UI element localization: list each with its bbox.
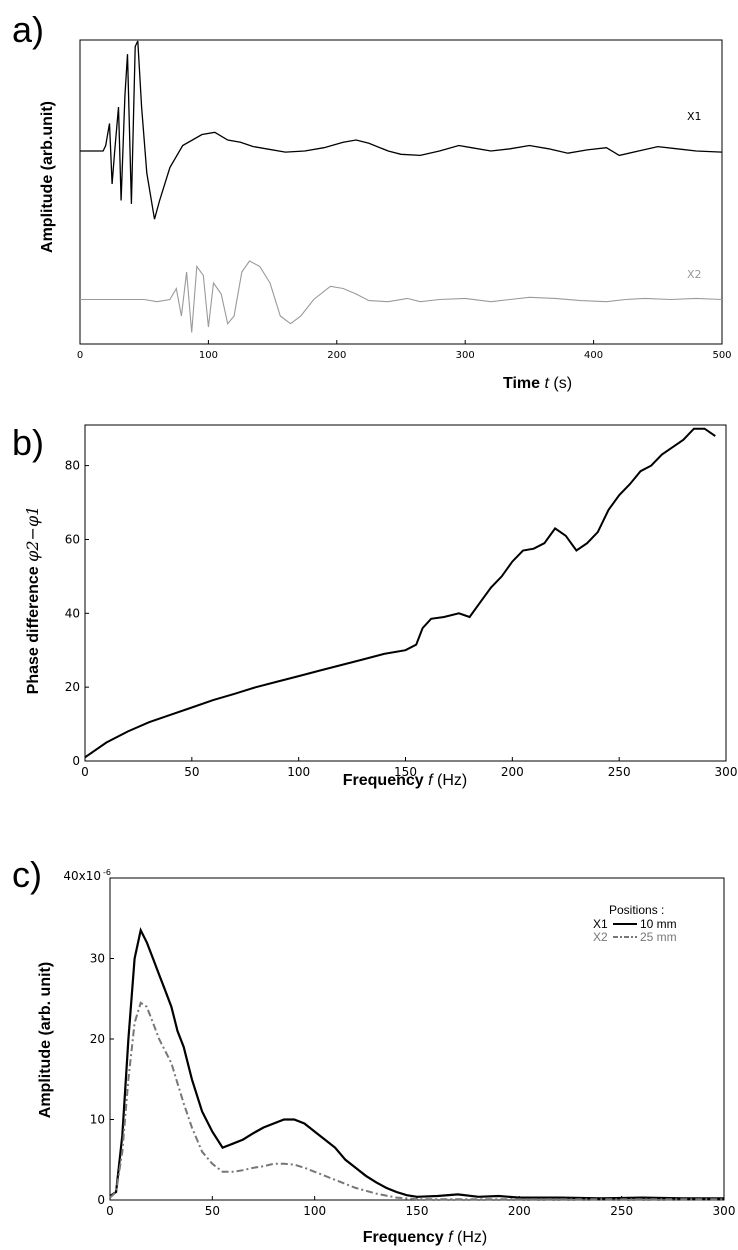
chart-c-spectrum: 0 50 100 150 200 250 300 0 10 20 30 40x10 -6 Frequenc…: [37, 868, 735, 1246]
x-axis-label-word: Frequency: [343, 772, 424, 789]
y-tick-label-value: 40x10: [63, 869, 101, 883]
panel-label-a: a): [12, 9, 44, 50]
y-tick-label-b: 40: [65, 606, 80, 620]
y-axis-label-b: Phase difference φ2−φ1: [23, 506, 42, 695]
x-tick-label-c: 300: [713, 1204, 736, 1218]
x-tick-label-c: 100: [303, 1204, 326, 1218]
y-tick-label-value: 30: [90, 952, 105, 966]
y-tick-label-value: 10: [90, 1113, 105, 1127]
y-tick-exponent: -6: [103, 868, 111, 877]
series-line-x1: [80, 40, 723, 220]
x-axis-label-unit: (s): [553, 375, 572, 392]
legend-label-x1: 10 mm: [640, 917, 677, 931]
legend-name-x1: X1: [593, 917, 608, 931]
y-tick-label-value: 0: [97, 1193, 105, 1207]
x-tick-label-a: 100: [199, 350, 218, 361]
series-line-x1: [109, 927, 724, 1200]
y-tick-label-c: 30: [90, 952, 105, 966]
y-axis-label-a: Amplitude (arb.unit): [39, 101, 56, 253]
x-axis-label-unit: (Hz): [457, 1229, 487, 1246]
x-axis-label-word: Time: [503, 375, 540, 392]
x-axis-label-a: Time t (s): [503, 375, 572, 392]
x-axis-label-word: Frequency: [363, 1229, 444, 1246]
chart-a-time-signals: 0 100 200 300 400 500 Time t (s) Amplitude (arb…: [39, 39, 732, 392]
series-line-phase: [84, 427, 716, 759]
x-tick-label-b: 0: [81, 765, 89, 779]
x-tick-label-c: 200: [508, 1204, 531, 1218]
x-tick-label-b: 100: [287, 765, 310, 779]
series-label-x1: X1: [687, 110, 702, 123]
x-tick-label-a: 400: [584, 350, 603, 361]
y-tick-label-b: 20: [65, 680, 80, 694]
plot-frame-a: [79, 39, 723, 345]
x-tick-label-a: 300: [456, 350, 475, 361]
x-tick-label-b: 50: [184, 765, 199, 779]
legend-label-x2: 25 mm: [640, 930, 677, 944]
x-tick-label-a: 200: [327, 350, 346, 361]
series-line-x2: [80, 260, 723, 333]
x-tick-label-a: 500: [712, 350, 731, 361]
y-tick-label-c: 0: [97, 1193, 105, 1207]
y-axis-label-c: Amplitude (arb. unit): [37, 962, 54, 1118]
y-axis-label-symbol: φ2−φ1: [23, 506, 42, 562]
x-axis-label-b: Frequency f (Hz): [343, 772, 468, 789]
x-axis-label-unit: (Hz): [437, 772, 467, 789]
legend-name-x2: X2: [593, 930, 608, 944]
x-axis-label-c: Frequency f (Hz): [363, 1229, 488, 1246]
x-tick-label-c: 150: [406, 1204, 429, 1218]
x-tick-label-b: 250: [608, 765, 631, 779]
chart-b-phase-difference: 0 50 100 150 200 250 300 0 20 40 60 80 Frequency f (…: [23, 424, 738, 789]
y-tick-label-c: 40x10: [63, 869, 101, 883]
y-tick-label-b: 0: [72, 754, 80, 768]
x-tick-label-a: 0: [77, 350, 83, 361]
x-axis-label-var: f: [448, 1229, 454, 1246]
y-tick-label-c: 20: [90, 1032, 105, 1046]
x-tick-label-c: 50: [205, 1204, 220, 1218]
x-tick-label-b: 200: [501, 765, 524, 779]
x-tick-label-b: 300: [715, 765, 738, 779]
y-tick-label-c: 10: [90, 1113, 105, 1127]
x-tick-label-b: 150: [394, 765, 417, 779]
panel-label-b: b): [12, 422, 44, 463]
legend-title-c: Positions :: [609, 903, 664, 917]
y-tick-label-value: 20: [90, 1032, 105, 1046]
y-tick-label-b: 80: [65, 459, 80, 473]
x-axis-label-var: f: [428, 772, 434, 789]
panel-label-c: c): [12, 854, 42, 895]
x-tick-label-c: 250: [610, 1204, 633, 1218]
y-tick-label-b: 60: [65, 532, 80, 546]
x-axis-label-var: t: [545, 375, 550, 392]
series-label-x2: X2: [687, 268, 702, 281]
series-line-x2: [109, 1001, 724, 1201]
x-tick-label-c: 0: [106, 1204, 114, 1218]
y-axis-label-word: Phase difference: [25, 566, 42, 694]
